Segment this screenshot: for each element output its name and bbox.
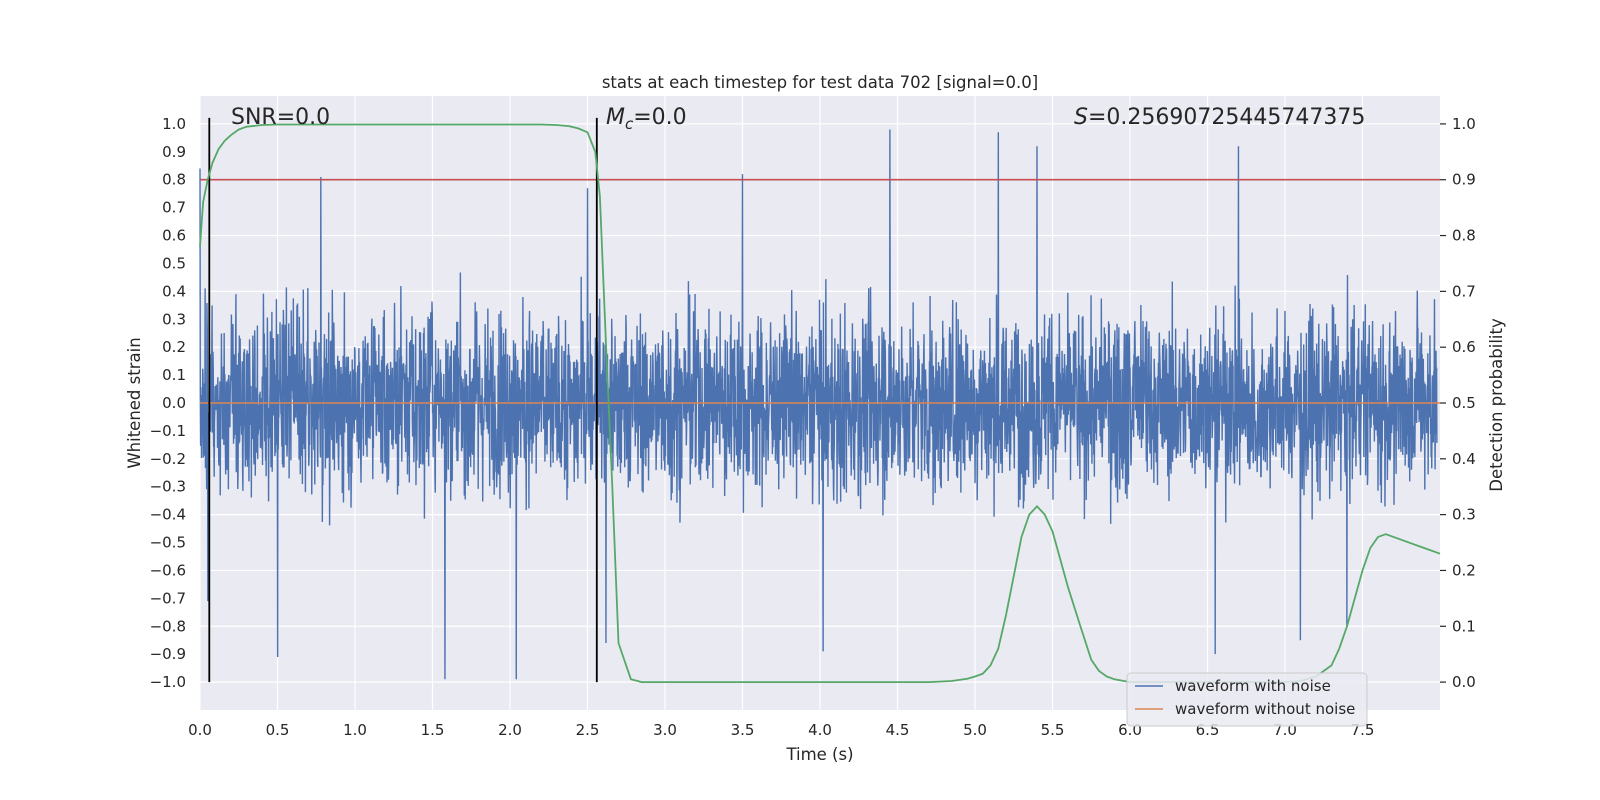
right-tick-label-2: 0.8 — [1452, 227, 1476, 245]
legend: waveform with noise waveform without noi… — [1126, 672, 1368, 727]
right-tick-label-6: 0.4 — [1452, 450, 1476, 468]
s-symbol: S — [1074, 105, 1088, 130]
s-annotation: S=0.25690725445747375 — [1074, 105, 1365, 130]
chart-title: stats at each timestep for test data 702… — [602, 73, 1038, 92]
y-tick-label-16: −0.6 — [150, 561, 186, 579]
y-tick-label-20: −1.0 — [150, 673, 186, 691]
x-tick-label-8: 4.0 — [808, 721, 832, 739]
x-axis-label: Time (s) — [785, 745, 853, 764]
y-tick-label-2: 0.8 — [162, 171, 186, 189]
mc-annotation: Mc=0.0 — [606, 105, 687, 133]
right-tick-label-1: 0.9 — [1452, 171, 1476, 189]
x-tick-label-9: 4.5 — [886, 721, 910, 739]
y-tick-label-4: 0.6 — [162, 227, 186, 245]
legend-label-clean: waveform without noise — [1175, 700, 1355, 718]
x-tick-label-2: 1.0 — [343, 721, 367, 739]
y-tick-label-12: −0.2 — [150, 450, 186, 468]
y-tick-label-9: 0.1 — [162, 366, 186, 384]
x-tick-label-0: 0.0 — [188, 721, 212, 739]
y-tick-label-17: −0.7 — [150, 589, 186, 607]
detection-probability-line — [199, 123, 1441, 683]
y2-axis-label: Detection probability — [1487, 318, 1506, 492]
y-ticks: 1.0 0.9 0.8 0.7 0.6 0.5 0.4 0.3 0.2 0.1 0.0 −0.1 −0.… — [150, 115, 186, 691]
x-tick-label-6: 3.0 — [653, 721, 677, 739]
right-tick-label-3: 0.7 — [1452, 282, 1476, 300]
x-tick-label-1: 0.5 — [266, 721, 290, 739]
right-tick-label-8: 0.2 — [1452, 561, 1476, 579]
right-tick-label-5: 0.5 — [1452, 394, 1476, 412]
x-tick-label-11: 5.5 — [1041, 721, 1065, 739]
right-tick-label-0: 1.0 — [1452, 115, 1476, 133]
mc-symbol: M — [606, 105, 625, 130]
right-tick-label-9: 0.1 — [1452, 617, 1476, 635]
y-tick-label-10: 0.0 — [162, 394, 186, 412]
mc-value: =0.0 — [633, 105, 686, 130]
y-tick-label-15: −0.5 — [150, 534, 186, 552]
y-tick-label-14: −0.4 — [150, 506, 186, 524]
y-tick-label-8: 0.2 — [162, 338, 186, 356]
waveform-with-noise-line — [199, 129, 1438, 680]
s-value: =0.25690725445747375 — [1088, 105, 1365, 130]
snr-annotation: SNR=0.0 — [231, 105, 330, 130]
x-tick-label-3: 1.5 — [421, 721, 445, 739]
y-tick-label-0: 1.0 — [162, 115, 186, 133]
y-tick-label-1: 0.9 — [162, 143, 186, 161]
legend-box — [1126, 672, 1368, 727]
mc-subscript: c — [625, 115, 634, 133]
y-tick-label-11: −0.1 — [150, 422, 186, 440]
y-tick-label-5: 0.5 — [162, 254, 186, 272]
x-tick-label-4: 2.0 — [498, 721, 522, 739]
right-tick-label-10: 0.0 — [1452, 673, 1476, 691]
right-y-ticks: 1.0 0.9 0.8 0.7 0.6 0.5 0.4 0.3 0.2 0.1 0.0 — [1440, 115, 1476, 691]
y-tick-label-13: −0.3 — [150, 478, 186, 496]
probability-path — [199, 123, 1441, 683]
y-tick-label-19: −0.9 — [150, 645, 186, 663]
right-tick-label-7: 0.3 — [1452, 506, 1476, 524]
right-tick-label-4: 0.6 — [1452, 338, 1476, 356]
x-tick-label-7: 3.5 — [731, 721, 755, 739]
noise-waveform-path — [199, 129, 1438, 680]
y-tick-label-6: 0.4 — [162, 282, 186, 300]
marker-lines — [208, 117, 598, 683]
y-axis-label: Whitened strain — [125, 337, 144, 468]
y-tick-label-7: 0.3 — [162, 310, 186, 328]
y-tick-label-18: −0.8 — [150, 617, 186, 635]
legend-label-noise: waveform with noise — [1175, 677, 1331, 695]
x-tick-label-10: 5.0 — [963, 721, 987, 739]
x-tick-label-5: 2.5 — [576, 721, 600, 739]
y-tick-label-3: 0.7 — [162, 199, 186, 217]
